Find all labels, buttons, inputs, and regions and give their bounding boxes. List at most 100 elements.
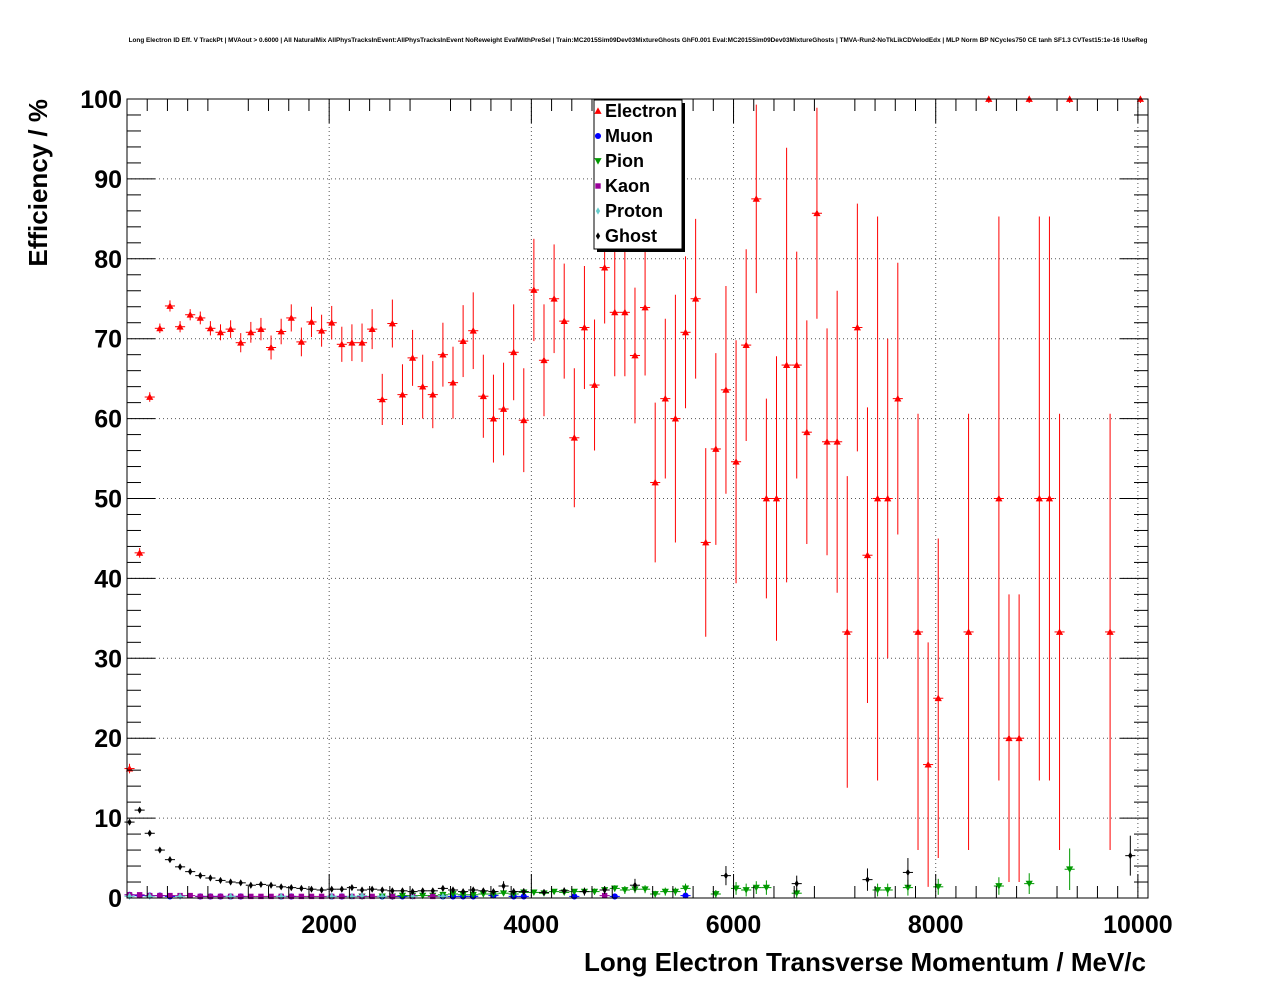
data-point bbox=[520, 416, 528, 424]
data-point bbox=[621, 887, 629, 894]
data-point bbox=[309, 885, 314, 893]
data-point bbox=[450, 886, 456, 894]
data-point bbox=[208, 874, 213, 882]
data-point bbox=[328, 319, 336, 326]
axis-ticks bbox=[127, 98, 1148, 899]
data-point bbox=[157, 846, 163, 854]
data-point bbox=[1106, 628, 1114, 635]
legend-entry-pion: Pion bbox=[594, 151, 644, 171]
data-point bbox=[267, 343, 275, 351]
data-point bbox=[611, 885, 619, 893]
data-point bbox=[398, 892, 407, 900]
x-tick-label: 10000 bbox=[1103, 911, 1173, 939]
data-point bbox=[541, 888, 547, 897]
data-point bbox=[389, 893, 396, 900]
data-point bbox=[530, 889, 538, 897]
data-point bbox=[329, 885, 334, 893]
data-point bbox=[277, 327, 285, 335]
data-point bbox=[419, 383, 427, 390]
data-point bbox=[378, 395, 386, 403]
x-tick-label: 4000 bbox=[504, 911, 560, 939]
data-point bbox=[843, 628, 851, 635]
data-point bbox=[298, 893, 305, 900]
data-point bbox=[147, 892, 152, 901]
series-proton bbox=[124, 892, 448, 901]
data-point bbox=[216, 328, 225, 336]
data-point bbox=[410, 888, 415, 896]
data-point bbox=[147, 829, 152, 837]
y-tick-label: 80 bbox=[94, 246, 122, 274]
legend-marker bbox=[595, 232, 601, 240]
data-point bbox=[390, 887, 395, 895]
data-point bbox=[499, 890, 508, 897]
data-point bbox=[681, 328, 690, 336]
data-points bbox=[124, 95, 1146, 901]
data-point bbox=[319, 886, 324, 894]
data-point bbox=[127, 892, 132, 901]
data-point bbox=[440, 892, 446, 901]
legend-entry-proton: Proton bbox=[595, 201, 663, 221]
data-point bbox=[279, 883, 284, 891]
data-point bbox=[279, 892, 284, 901]
data-point bbox=[671, 888, 680, 896]
data-point bbox=[995, 494, 1003, 502]
data-point bbox=[349, 892, 355, 901]
data-point bbox=[641, 303, 649, 311]
data-point bbox=[248, 881, 253, 889]
data-point bbox=[722, 386, 730, 393]
data-point bbox=[430, 887, 435, 895]
data-point bbox=[196, 314, 204, 321]
data-point bbox=[884, 887, 892, 894]
data-point bbox=[369, 893, 375, 900]
data-point bbox=[358, 339, 366, 346]
data-point bbox=[661, 395, 669, 402]
data-point bbox=[582, 888, 587, 896]
x-tick-label: 6000 bbox=[706, 911, 762, 939]
data-point bbox=[258, 880, 264, 889]
data-point bbox=[471, 886, 476, 894]
data-point bbox=[207, 893, 214, 900]
data-point bbox=[429, 391, 437, 398]
legend-entry-electron: Electron bbox=[594, 101, 677, 121]
data-point bbox=[167, 856, 173, 864]
data-point bbox=[228, 878, 233, 886]
data-point bbox=[369, 885, 375, 893]
data-point bbox=[238, 879, 243, 887]
series-ghost bbox=[124, 806, 1136, 897]
data-point bbox=[894, 395, 902, 402]
legend-marker bbox=[594, 107, 602, 114]
chart-title: Long Electron ID Eff. V TrackPt | MVAout… bbox=[129, 37, 1148, 44]
legend-label: Electron bbox=[605, 101, 677, 121]
data-point bbox=[964, 628, 973, 635]
x-tick-label: 8000 bbox=[908, 911, 964, 939]
data-point bbox=[136, 892, 143, 898]
tick-labels: 0 10 20 30 40 50 60 70 80 90 100 2000 4000 6000 8000 10… bbox=[80, 86, 1172, 939]
data-point bbox=[813, 209, 821, 217]
legend-label: Proton bbox=[605, 201, 663, 221]
data-point bbox=[873, 887, 882, 894]
data-point bbox=[1005, 734, 1013, 742]
legend-marker bbox=[594, 158, 602, 165]
data-point bbox=[339, 885, 344, 893]
data-point bbox=[289, 884, 294, 892]
data-point bbox=[166, 302, 174, 309]
data-point bbox=[783, 361, 791, 368]
data-point bbox=[692, 295, 700, 302]
data-point bbox=[297, 338, 305, 345]
data-point bbox=[308, 893, 315, 900]
legend-entry-ghost: Ghost bbox=[595, 226, 657, 246]
data-point bbox=[268, 881, 274, 889]
data-point bbox=[380, 892, 385, 901]
data-point bbox=[368, 325, 376, 332]
data-point bbox=[176, 323, 184, 330]
y-tick-label: 100 bbox=[80, 86, 122, 114]
data-point bbox=[237, 339, 245, 346]
data-point bbox=[228, 892, 233, 901]
data-point bbox=[632, 881, 638, 889]
data-point bbox=[449, 379, 457, 386]
y-tick-label: 0 bbox=[108, 885, 122, 913]
data-point bbox=[287, 314, 295, 321]
legend-marker bbox=[595, 183, 601, 189]
data-point bbox=[177, 863, 183, 871]
